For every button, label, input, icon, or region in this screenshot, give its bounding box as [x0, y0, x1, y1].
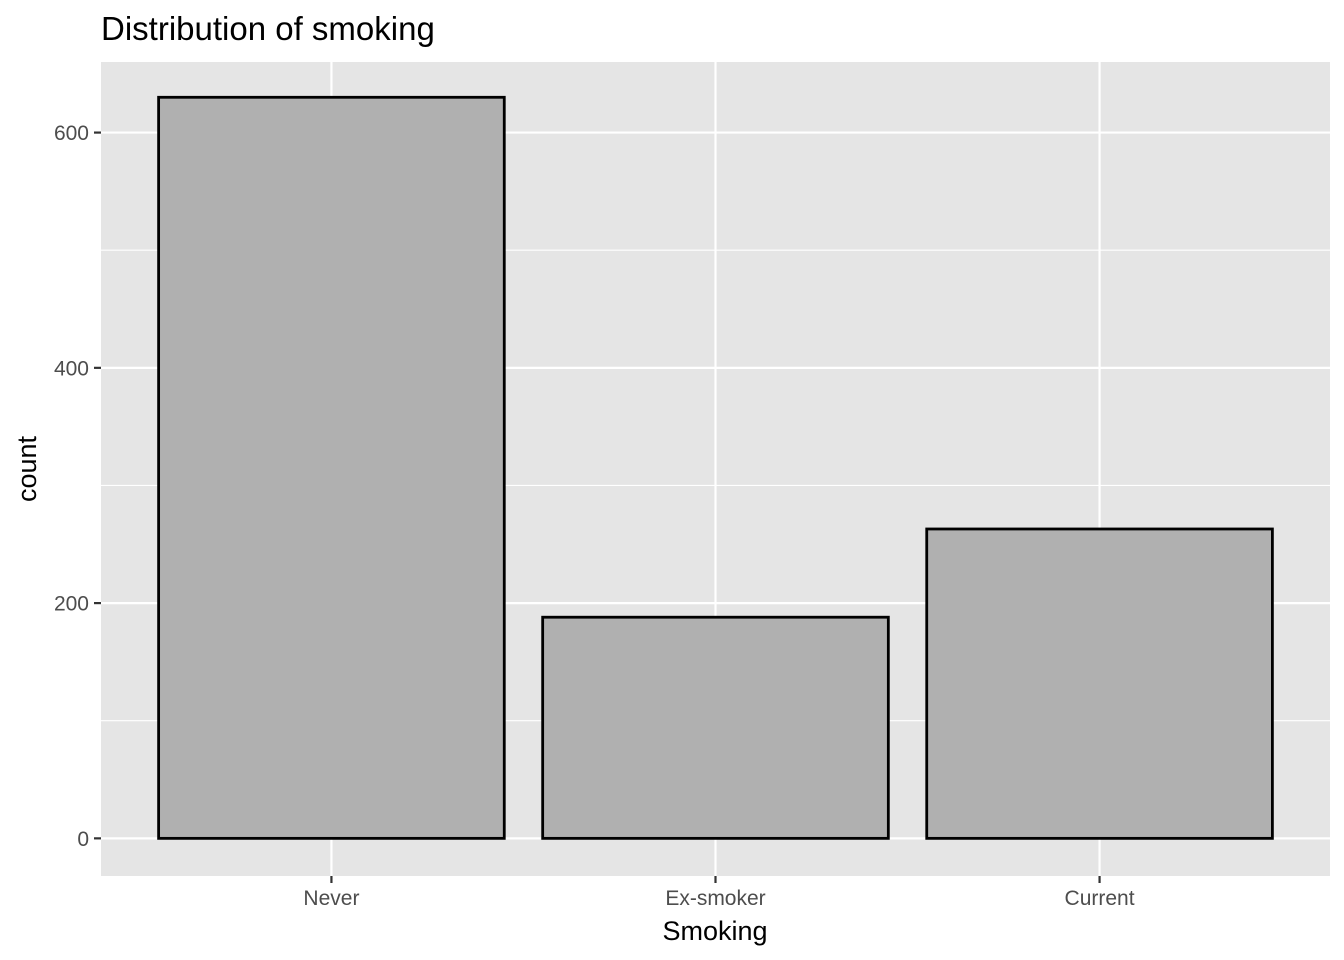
chart-title: Distribution of smoking	[101, 10, 435, 47]
bar-ex-smoker	[543, 617, 889, 838]
y-axis-title: count	[12, 435, 42, 502]
bar-current	[927, 529, 1273, 838]
x-tick-label: Current	[1065, 887, 1135, 910]
y-tick-label: 400	[54, 357, 89, 380]
y-axis: 0 200 400 600	[54, 122, 101, 851]
y-tick-label: 200	[54, 593, 89, 616]
y-tick-label: 0	[77, 828, 89, 851]
x-axis-title: Smoking	[662, 916, 767, 946]
y-tick-label: 600	[54, 122, 89, 145]
x-tick-label: Ex-smoker	[665, 887, 765, 910]
bar-never	[159, 97, 505, 838]
x-axis: Never Ex-smoker Current	[303, 876, 1134, 910]
x-tick-label: Never	[303, 887, 359, 910]
